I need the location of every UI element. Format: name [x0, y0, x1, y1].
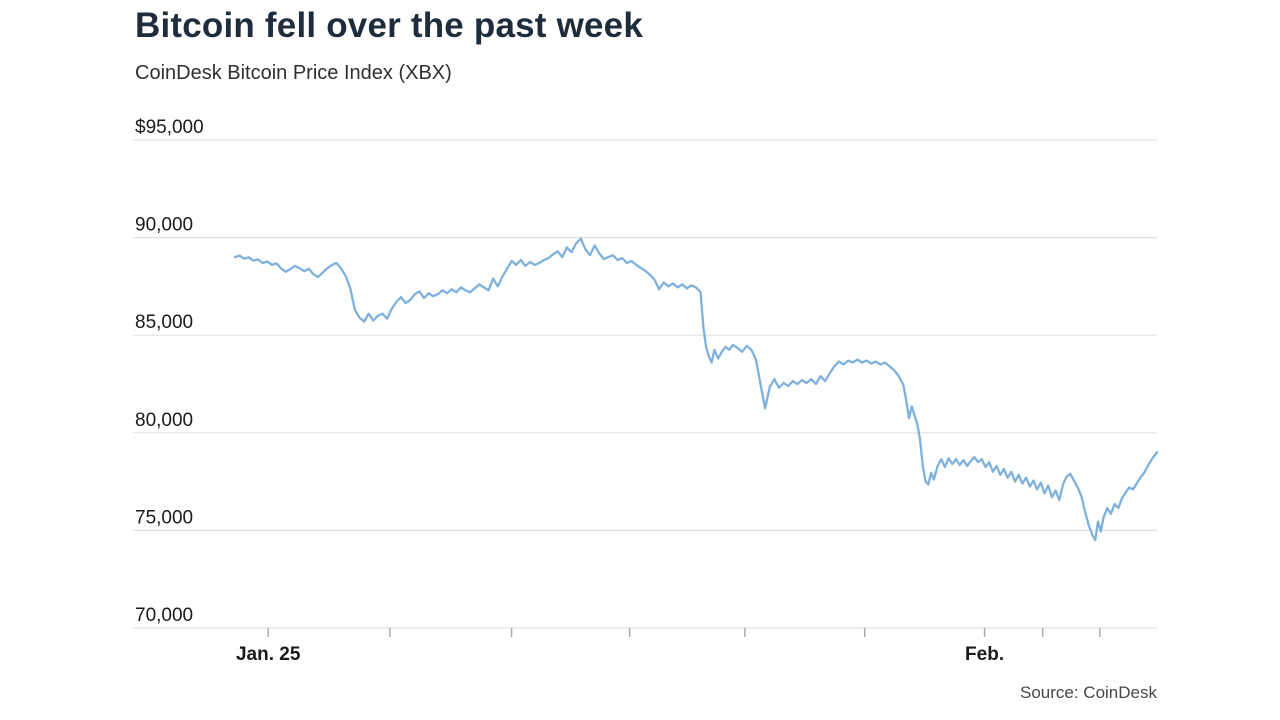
y-axis-label: 80,000 [135, 410, 193, 431]
x-axis-label: Jan. 25 [236, 644, 301, 665]
y-axis-label: 85,000 [135, 312, 193, 333]
source-label: Source: CoinDesk [1019, 683, 1157, 702]
y-axis-label: 75,000 [135, 507, 193, 528]
y-axis-label: 70,000 [135, 605, 193, 626]
y-axis-label: 90,000 [135, 215, 193, 236]
chart-title: Bitcoin fell over the past week [135, 6, 644, 45]
chart-subtitle: CoinDesk Bitcoin Price Index (XBX) [135, 62, 452, 84]
price-line [233, 237, 1159, 542]
x-axis-label: Feb. [965, 644, 1004, 665]
y-axis-label: $95,000 [135, 117, 204, 138]
